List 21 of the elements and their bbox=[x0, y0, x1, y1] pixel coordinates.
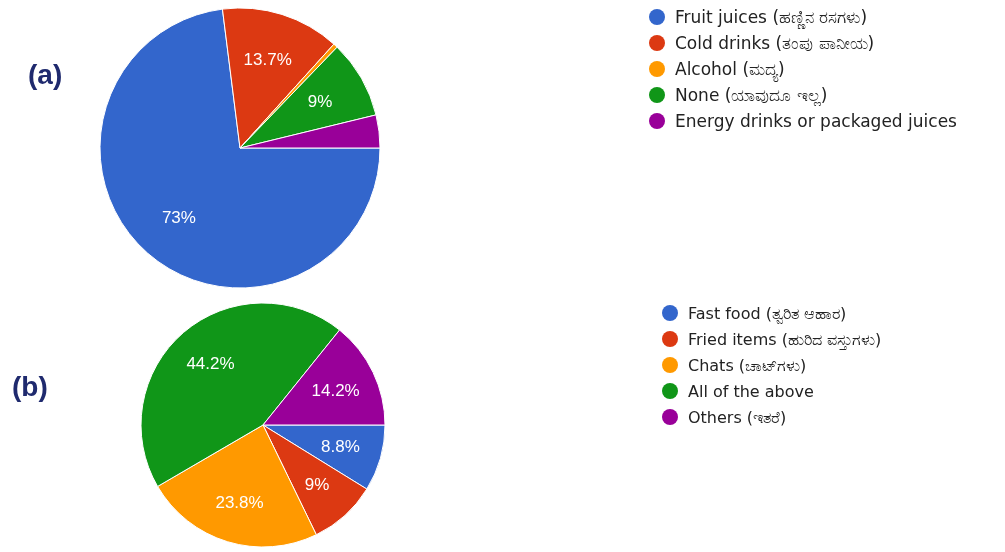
legend-label: Energy drinks or packaged juices bbox=[675, 111, 958, 131]
legend-label: Cold drinks (ತಂಪು ಪಾನೀಯ) bbox=[675, 33, 875, 53]
legend-label: All of the above bbox=[688, 381, 814, 401]
data-label: 73% bbox=[161, 207, 196, 227]
data-label: 9% bbox=[307, 92, 333, 112]
data-label: 44.2% bbox=[186, 354, 235, 374]
data-label: 8.8% bbox=[321, 437, 360, 457]
data-label: 23.8% bbox=[215, 492, 264, 512]
legend-label: Chats (ಚಾಟ್‌ಗಳು) bbox=[688, 355, 807, 375]
legend-label: Alcohol (ಮದ್ಯ) bbox=[675, 59, 785, 82]
legend-label: Fast food (ತ್ವರಿತ ಆಹಾರ) bbox=[688, 303, 847, 324]
legend-label: Fruit juices (ಹಣ್ಣಿನ ರಸಗಳು) bbox=[675, 7, 868, 29]
legend-label: Fried items (ಹುರಿದ ವಸ್ತುಗಳು) bbox=[688, 329, 882, 350]
legend-label: Others (ಇತರೆ) bbox=[688, 407, 787, 427]
text: (a) bbox=[28, 59, 63, 90]
data-label: 13.7% bbox=[243, 50, 292, 70]
legend-label: None (ಯಾವುದೂ ಇಲ್ಲ) bbox=[675, 85, 828, 106]
data-label: 9% bbox=[304, 475, 330, 495]
pie-slice bbox=[99, 8, 381, 289]
text: (b) bbox=[12, 371, 48, 402]
data-label: 14.2% bbox=[311, 380, 360, 400]
